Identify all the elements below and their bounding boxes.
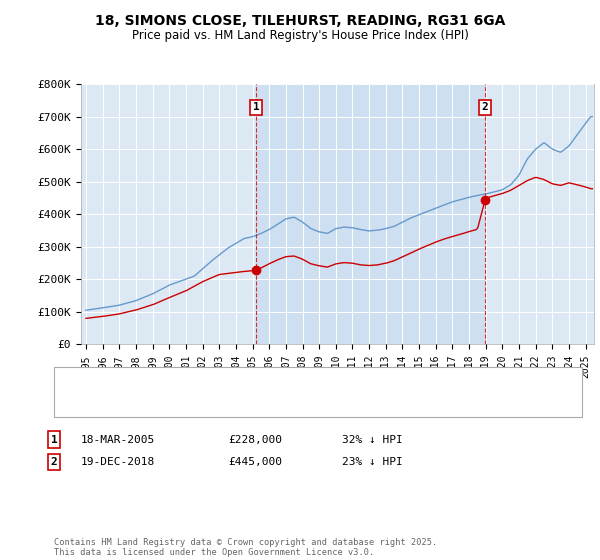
Text: 2: 2	[50, 457, 58, 467]
Text: £228,000: £228,000	[228, 435, 282, 445]
Text: ——: ——	[66, 400, 81, 413]
Text: 18, SIMONS CLOSE, TILEHURST, READING, RG31 6GA (detached house): 18, SIMONS CLOSE, TILEHURST, READING, RG…	[105, 376, 499, 386]
Text: 18-MAR-2005: 18-MAR-2005	[81, 435, 155, 445]
Text: 32% ↓ HPI: 32% ↓ HPI	[342, 435, 403, 445]
Text: HPI: Average price, detached house, West Berkshire: HPI: Average price, detached house, West…	[105, 401, 418, 411]
Text: ——: ——	[66, 375, 81, 388]
Text: 23% ↓ HPI: 23% ↓ HPI	[342, 457, 403, 467]
Text: 1: 1	[50, 435, 58, 445]
Text: Price paid vs. HM Land Registry's House Price Index (HPI): Price paid vs. HM Land Registry's House …	[131, 29, 469, 42]
Text: 19-DEC-2018: 19-DEC-2018	[81, 457, 155, 467]
Bar	[256, 84, 485, 344]
Text: Contains HM Land Registry data © Crown copyright and database right 2025.
This d: Contains HM Land Registry data © Crown c…	[54, 538, 437, 557]
Text: 1: 1	[253, 102, 259, 113]
Text: 18, SIMONS CLOSE, TILEHURST, READING, RG31 6GA: 18, SIMONS CLOSE, TILEHURST, READING, RG…	[95, 14, 505, 28]
Text: £445,000: £445,000	[228, 457, 282, 467]
Text: 2: 2	[482, 102, 488, 113]
